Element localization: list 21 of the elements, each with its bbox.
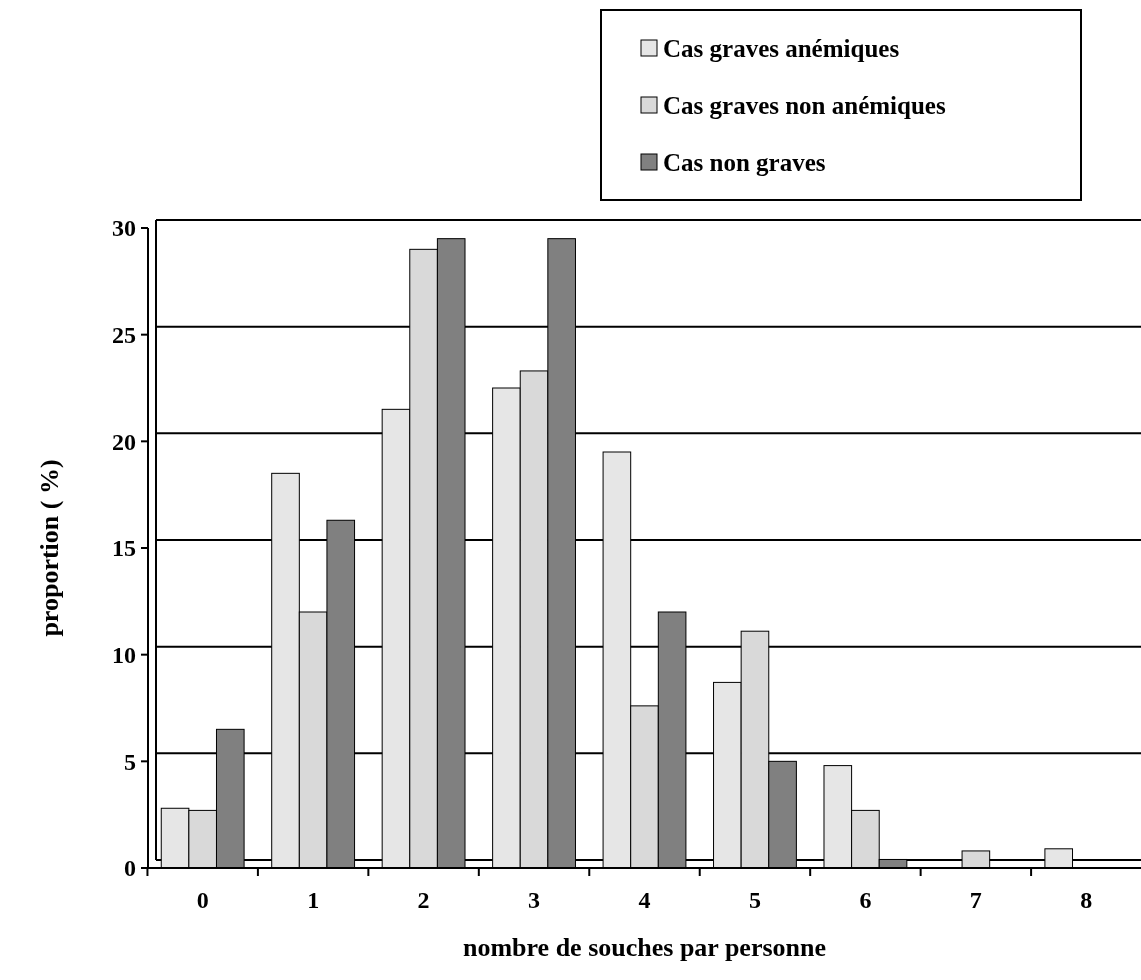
x-axis-title: nombre de souches par personne (462, 933, 827, 962)
x-tick-label: 5 (748, 887, 761, 913)
y-tick-label: 15 (112, 535, 136, 562)
x-tick-label: 2 (417, 887, 430, 913)
x-tick-label: 3 (528, 887, 541, 913)
x-tick-label: 7 (969, 887, 982, 913)
x-tick-label: 8 (1080, 887, 1093, 913)
y-tick-label: 20 (112, 428, 136, 455)
y-tick-label: 5 (124, 748, 136, 775)
y-tick-label: 10 (112, 642, 136, 669)
legend-label: Cas graves non anémiques (663, 91, 946, 119)
x-tick-label: 6 (859, 887, 872, 913)
x-tick-label: 1 (307, 887, 320, 913)
y-axis-title: proportion ( %) (35, 459, 64, 637)
y-tick-label: 30 (112, 215, 136, 242)
x-tick-label: 4 (638, 887, 651, 913)
legend-label: Cas graves anémiques (663, 34, 900, 62)
y-tick-label: 0 (124, 855, 136, 882)
x-tick-label: 0 (196, 887, 209, 913)
y-tick-label: 25 (112, 322, 136, 349)
legend-label: Cas non graves (663, 148, 826, 176)
